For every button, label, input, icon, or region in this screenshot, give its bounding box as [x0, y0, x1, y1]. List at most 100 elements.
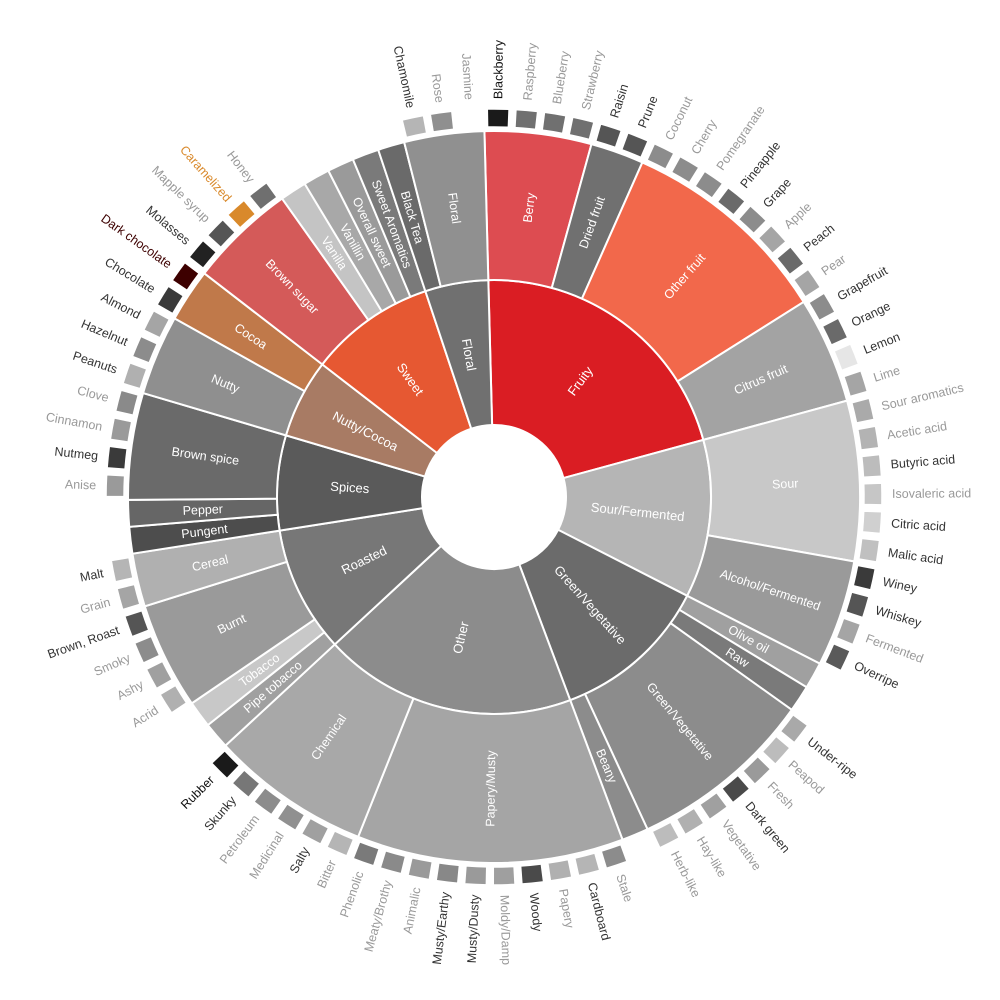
tile-rose[interactable] — [429, 110, 455, 133]
tile-cherry[interactable] — [670, 155, 700, 184]
tile-strawberry[interactable] — [568, 116, 595, 141]
tile-caramelized[interactable] — [226, 199, 257, 229]
outer-label-lime: Lime — [872, 363, 902, 384]
tile-smoky[interactable] — [133, 635, 161, 665]
tile-winey[interactable] — [852, 564, 877, 591]
tile-prune[interactable] — [620, 131, 650, 159]
tile-whiskey[interactable] — [844, 591, 870, 619]
tile-petroleum[interactable] — [252, 786, 283, 816]
tile-citric-acid[interactable] — [861, 510, 883, 535]
tile-lemon[interactable] — [833, 342, 860, 372]
tile-jasmine[interactable] — [457, 108, 482, 130]
outer-label-woody: Woody — [527, 892, 545, 933]
tile-grape[interactable] — [737, 204, 768, 235]
tile-clove[interactable] — [114, 389, 140, 417]
tile-acrid[interactable] — [158, 684, 188, 714]
outer-label-salty: Salty — [287, 844, 313, 876]
tile-pomegranate[interactable] — [693, 170, 724, 200]
tile-peach[interactable] — [775, 245, 806, 276]
tile-grapefruit[interactable] — [807, 292, 837, 322]
tile-blackberry[interactable] — [486, 108, 510, 129]
tile-molasses[interactable] — [187, 239, 218, 270]
tile-coconut[interactable] — [645, 142, 676, 171]
tile-malt[interactable] — [110, 556, 134, 583]
tile-dark-chocolate[interactable] — [171, 261, 201, 292]
tile-pineapple[interactable] — [716, 186, 747, 217]
tile-fermented[interactable] — [835, 617, 862, 646]
tile-sour-aromatics[interactable] — [850, 397, 876, 424]
outer-label-rose: Rose — [429, 73, 447, 104]
tile-almond[interactable] — [142, 309, 171, 339]
tile-woody[interactable] — [519, 863, 545, 885]
tile-mapple-syrup[interactable] — [206, 218, 237, 249]
tile-moldy-damp[interactable] — [492, 865, 516, 886]
tile-hazelnut[interactable] — [131, 335, 159, 364]
outer-label-phenolic: Phenolic — [337, 869, 366, 919]
tile-blueberry[interactable] — [541, 111, 567, 135]
tile-under-ripe[interactable] — [779, 713, 809, 744]
tile-rubber[interactable] — [210, 749, 241, 780]
segment-floral[interactable] — [402, 130, 490, 288]
outer-label-peapod: Peapod — [786, 758, 827, 797]
tile-cardboard[interactable] — [573, 852, 601, 877]
outer-label-winey: Winey — [881, 575, 919, 596]
outer-label-chocolate: Chocolate — [102, 255, 157, 296]
tile-cinnamon[interactable] — [109, 417, 133, 443]
segment-label-floral: Floral — [445, 192, 463, 225]
tile-papery[interactable] — [546, 858, 573, 882]
tile-brown-roast[interactable] — [123, 609, 150, 638]
outer-label-hay-like: Hay-like — [694, 834, 729, 880]
tile-nutmeg[interactable] — [106, 445, 129, 471]
tile-musty-earthy[interactable] — [435, 862, 461, 885]
tile-salty[interactable] — [300, 817, 330, 846]
tile-apple[interactable] — [757, 224, 788, 255]
tile-animalic[interactable] — [407, 856, 434, 881]
tile-anise[interactable] — [105, 473, 126, 498]
tile-chocolate[interactable] — [155, 285, 185, 315]
outer-label-malic-acid: Malic acid — [887, 546, 944, 568]
outer-label-fermented: Fermented — [864, 631, 926, 666]
tile-dark-green[interactable] — [720, 774, 751, 804]
tile-peanuts[interactable] — [122, 361, 148, 390]
tile-phenolic[interactable] — [352, 840, 381, 867]
tile-raspberry[interactable] — [514, 108, 539, 131]
outer-label-brown-roast: Brown, Roast — [46, 623, 122, 661]
outer-label-anise: Anise — [65, 477, 97, 492]
tile-hay-like[interactable] — [675, 807, 705, 836]
outer-label-nutmeg: Nutmeg — [54, 445, 99, 463]
tile-chamomile[interactable] — [401, 114, 428, 139]
tile-orange[interactable] — [821, 317, 849, 347]
wheel-segments — [105, 108, 883, 886]
tile-pear[interactable] — [792, 268, 822, 299]
outer-label-blackberry: Blackberry — [491, 39, 506, 99]
segment-label-spices: Spices — [330, 479, 370, 497]
tile-herb-like[interactable] — [651, 821, 681, 849]
tile-malic-acid[interactable] — [857, 537, 881, 563]
tile-lime[interactable] — [842, 369, 869, 398]
tile-peapod[interactable] — [761, 735, 791, 766]
tile-meaty-brothy[interactable] — [379, 849, 407, 875]
tile-honey[interactable] — [248, 181, 279, 211]
tile-stale[interactable] — [600, 843, 628, 870]
tile-butyric-acid[interactable] — [860, 453, 883, 478]
tile-bitter[interactable] — [325, 829, 355, 857]
tile-grain[interactable] — [116, 583, 141, 611]
tile-raisin[interactable] — [594, 123, 623, 149]
tile-musty-dusty[interactable] — [463, 865, 488, 886]
segment-label-sour: Sour — [772, 476, 799, 491]
outer-label-animalic: Animalic — [401, 886, 424, 935]
tile-fresh[interactable] — [741, 755, 772, 786]
outer-label-smoky: Smoky — [92, 650, 133, 678]
tile-acetic-acid[interactable] — [856, 425, 880, 451]
tile-isovaleric-acid[interactable] — [862, 482, 883, 506]
outer-label-stale: Stale — [613, 872, 635, 904]
outer-label-blueberry: Blueberry — [550, 49, 572, 105]
outer-label-hazelnut: Hazelnut — [79, 317, 130, 349]
tile-ashy[interactable] — [145, 660, 174, 690]
tile-vegetative[interactable] — [698, 791, 729, 821]
tile-skunky[interactable] — [230, 768, 261, 799]
tile-medicinal[interactable] — [276, 802, 306, 832]
outer-label-orange: Orange — [849, 299, 893, 330]
outer-label-peanuts: Peanuts — [71, 349, 119, 377]
tile-overripe[interactable] — [823, 642, 852, 672]
